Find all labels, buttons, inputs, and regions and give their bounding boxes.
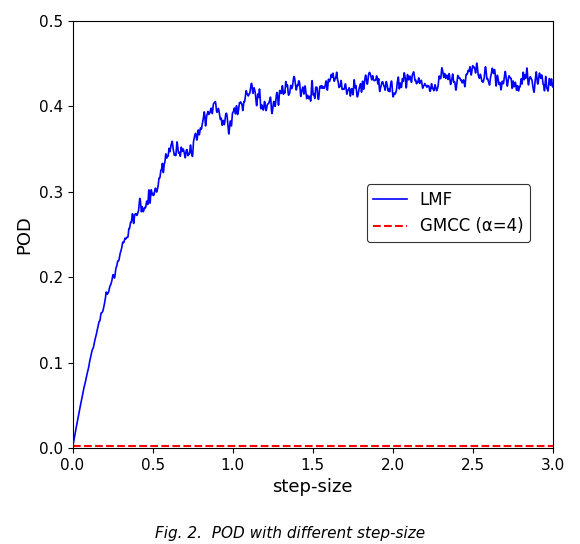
LMF [473,60,480,66]
GMCC (α=4) [399,443,406,450]
LMF [124,234,130,240]
X-axis label: step-size: step-size [273,478,353,496]
GMCC (α=4) [118,443,125,450]
GMCC (α=4) [444,443,451,450]
LMF [540,82,547,88]
GMCC (α=4) [281,443,288,450]
Text: Fig. 2.  POD with different step-size: Fig. 2. POD with different step-size [155,526,425,541]
LMF [153,186,160,192]
LMF [253,102,260,109]
GMCC (α=4) [263,443,270,450]
LMF [274,92,281,99]
GMCC (α=4) [549,443,556,450]
GMCC (α=4) [69,443,76,450]
Line: LMF: LMF [72,63,553,448]
GMCC (α=4) [452,443,459,450]
LMF [549,84,556,90]
LMF [69,445,76,452]
Legend: LMF, GMCC (α=4): LMF, GMCC (α=4) [367,184,530,242]
Y-axis label: POD: POD [15,215,33,254]
LMF [488,67,495,73]
